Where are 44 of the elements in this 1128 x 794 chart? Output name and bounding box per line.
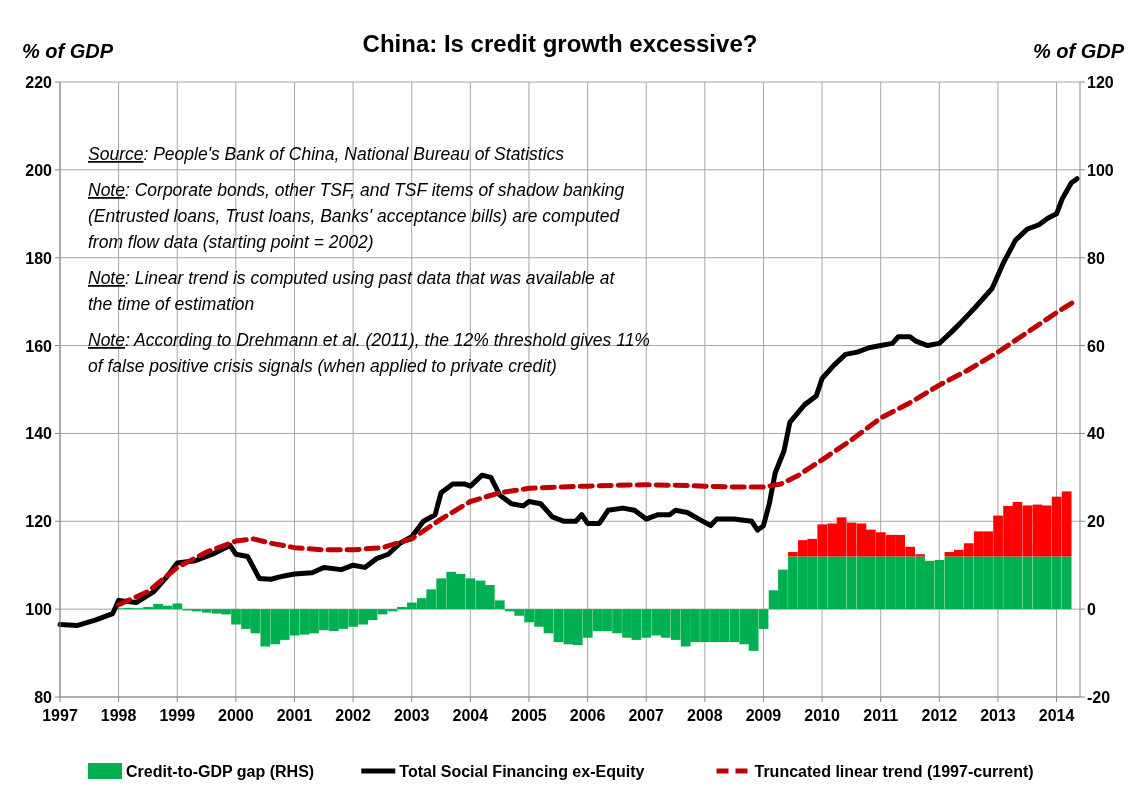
y2-tick-label: 80 <box>1087 249 1105 267</box>
x-tick-label: 2004 <box>452 707 489 724</box>
x-tick-label: 2009 <box>745 707 782 724</box>
x-tick-label: 1997 <box>42 707 78 724</box>
y-tick-label: 160 <box>25 337 53 355</box>
x-tick-label: 2011 <box>863 707 899 724</box>
x-tick-label: 2010 <box>804 707 840 724</box>
y-tick-label: 200 <box>25 161 53 179</box>
x-tick-label: 2002 <box>335 707 371 724</box>
x-tick-label: 2014 <box>1038 707 1075 724</box>
y-tick-label: 220 <box>25 74 53 91</box>
y-axis-title: % of GDP <box>22 40 114 62</box>
y2-tick-label: 20 <box>1087 513 1105 531</box>
y2-axis-title: % of GDP <box>1032 40 1125 62</box>
x-tick-label: 2006 <box>569 707 606 724</box>
y-tick-label: 120 <box>25 513 53 531</box>
x-tick-label: 2005 <box>511 707 547 724</box>
annotation: Note: Linear trend is computed using past data that was available at the time of estimation <box>88 268 616 314</box>
annotation: Source: People's Bank of China, National Bureau of Statistics <box>88 144 565 164</box>
y2-tick-label: 100 <box>1087 161 1114 179</box>
annotation: Note: Corporate bonds, other TSF, and TSF items of shadow banking (Entrusted loans, Trust loans, Banks' acceptance bills) are computed from flow data (starting point = 2002) <box>88 180 625 252</box>
x-tick-label: 2001 <box>276 707 313 724</box>
y-tick-label: 140 <box>25 425 53 443</box>
y-tick-label: 180 <box>25 249 53 267</box>
x-tick-label: 2012 <box>921 707 958 724</box>
y2-tick-label: 0 <box>1087 601 1096 619</box>
x-tick-label: 1998 <box>100 707 137 724</box>
legend-label: Total Social Financing ex-Equity <box>399 763 645 780</box>
x-tick-label: 2007 <box>628 707 665 724</box>
x-tick-label: 2003 <box>393 707 430 724</box>
y2-tick-label: -20 <box>1087 689 1111 706</box>
x-tick-label: 1999 <box>159 707 196 724</box>
y-tick-label: 100 <box>25 601 53 619</box>
legend-label: Truncated linear trend (1997-current) <box>754 763 1034 780</box>
x-tick-label: 2000 <box>218 707 254 724</box>
y2-tick-label: 120 <box>1087 74 1114 91</box>
legend-label: Credit-to-GDP gap (RHS) <box>126 763 315 780</box>
chart-title: China: Is credit growth excessive? <box>362 30 758 57</box>
x-tick-label: 2008 <box>687 707 723 724</box>
annotation: Note: According to Drehmann et al. (2011), the 12% threshold gives 11% of false positive crisis signals (when applied to private credit) <box>88 330 650 376</box>
y-tick-label: 80 <box>34 689 53 706</box>
x-tick-label: 2013 <box>980 707 1016 724</box>
y2-tick-label: 40 <box>1087 425 1105 443</box>
y2-tick-label: 60 <box>1087 337 1105 355</box>
